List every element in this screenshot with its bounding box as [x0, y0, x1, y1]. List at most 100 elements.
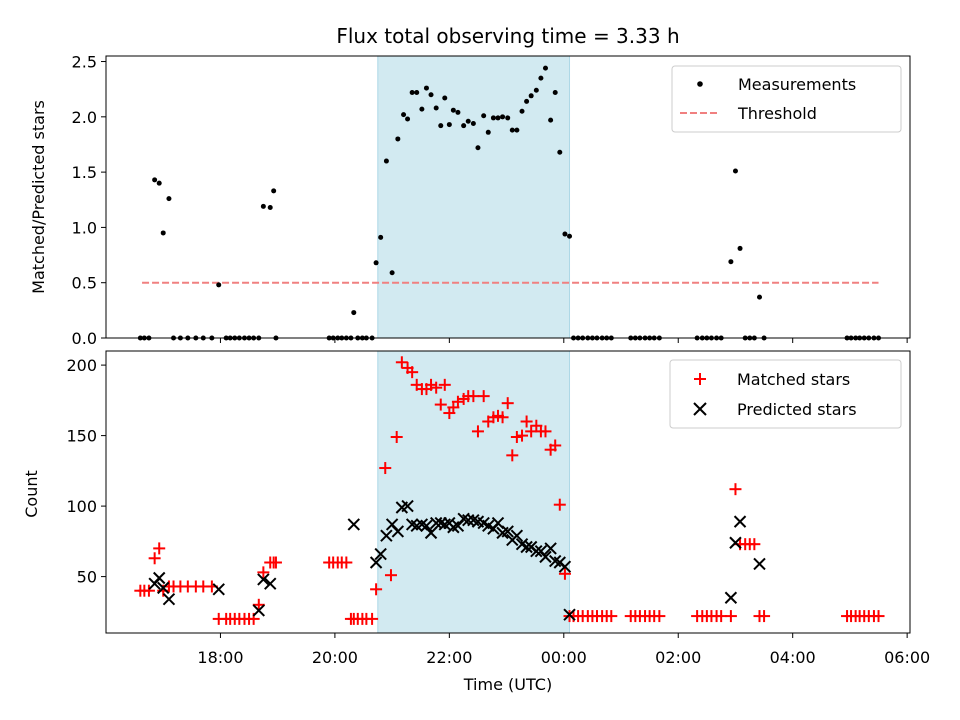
- measurement-point: [509, 127, 515, 133]
- matched-star-point: [434, 398, 447, 411]
- matched-star-point: [467, 390, 480, 403]
- measurement-point: [737, 245, 743, 251]
- top-panel: Flux total observing time = 3.33 h 0.00.…: [29, 24, 911, 348]
- y-tick-label: 0.0: [72, 329, 97, 348]
- measurement-point: [401, 112, 407, 118]
- y-tick-label: 150: [66, 427, 97, 446]
- matched-star-point: [425, 378, 438, 391]
- legend-measurements-marker: [697, 81, 703, 87]
- legend-matched-label: Matched stars: [737, 370, 850, 389]
- matched-star-point: [153, 542, 166, 555]
- measurement-point: [528, 93, 534, 99]
- measurement-point: [538, 75, 544, 81]
- measurement-point: [562, 231, 568, 237]
- predicted-star-point: [558, 560, 572, 573]
- measurement-point: [524, 98, 530, 104]
- matched-star-point: [451, 395, 464, 408]
- matched-star-point: [506, 449, 519, 462]
- measurement-point: [166, 196, 172, 202]
- measurement-point: [533, 87, 539, 93]
- y-tick-label: 0.5: [72, 274, 97, 293]
- measurement-point: [446, 122, 452, 128]
- top-shaded-span: [377, 55, 571, 339]
- matched-star-point: [549, 439, 562, 452]
- bottom-legend-box: [669, 359, 902, 429]
- x-tick-label: 22:00: [426, 648, 472, 667]
- matched-star-point: [748, 538, 761, 551]
- measurement-point: [267, 205, 273, 211]
- measurement-point: [757, 294, 763, 300]
- measurement-point: [450, 107, 456, 113]
- y-tick-label: 2.0: [72, 108, 97, 127]
- measurement-point: [156, 180, 162, 186]
- top-y-axis-label: Matched/Predicted stars: [29, 100, 48, 294]
- matched-star-point: [558, 567, 571, 580]
- matched-star-point: [501, 397, 514, 410]
- top-legend-box: [671, 65, 902, 133]
- measurement-point: [728, 259, 734, 265]
- predicted-star-point: [401, 499, 414, 513]
- x-tick-label: 06:00: [884, 648, 930, 667]
- predicted-star-point: [724, 591, 738, 604]
- matched-star-point: [438, 378, 451, 391]
- legend-threshold-label: Threshold: [737, 104, 817, 123]
- matched-star-point: [257, 566, 270, 579]
- predicted-star-point: [212, 583, 225, 596]
- x-tick-label: 18:00: [197, 648, 243, 667]
- predicted-star-point: [753, 557, 766, 571]
- measurement-point: [481, 113, 487, 119]
- predicted-star-point: [162, 592, 176, 606]
- matched-star-point: [520, 415, 533, 428]
- predicted-star-point: [539, 550, 552, 564]
- predicted-star-point: [264, 577, 277, 590]
- measurement-point: [465, 118, 471, 124]
- x-tick-label: 00:00: [541, 648, 587, 667]
- matched-star-point: [758, 610, 771, 623]
- measurement-point: [490, 115, 496, 121]
- predicted-star-point: [369, 556, 383, 569]
- legend-matched-marker: [694, 373, 706, 385]
- top-x-ticks: [219, 338, 908, 343]
- measurement-point: [455, 109, 461, 115]
- predicted-star-point: [420, 519, 433, 533]
- y-tick-label: 100: [66, 497, 97, 516]
- predicted-star-point: [391, 525, 405, 538]
- bottom-axes-frame: [105, 350, 911, 634]
- matched-star-point: [142, 584, 155, 597]
- y-tick-label: 1.5: [72, 163, 97, 182]
- predicted-star-point: [733, 515, 747, 528]
- bottom-legend: Matched stars Predicted stars: [669, 359, 902, 429]
- measurement-point: [548, 117, 554, 123]
- measurement-point: [552, 89, 558, 95]
- measurement-point: [485, 129, 491, 135]
- matched-star-point: [430, 381, 443, 394]
- predicted-star-point: [501, 525, 514, 538]
- predicted-star-point: [520, 540, 533, 554]
- matched-star-point: [516, 429, 529, 442]
- measurement-point: [732, 168, 738, 174]
- y-tick-label: 1.0: [72, 218, 97, 237]
- matched-star-point: [366, 612, 379, 625]
- bottom-x-ticks: 18:00 20:00 22:00 00:00 02:00 04:00 06:00: [197, 633, 930, 667]
- matched-star-point: [729, 483, 742, 496]
- measurement-point: [152, 177, 158, 183]
- matched-star-point: [539, 425, 552, 438]
- measurement-point: [419, 106, 425, 112]
- measurement-point: [470, 120, 476, 126]
- predicted-star-point: [424, 526, 438, 540]
- matched-star-point: [510, 431, 523, 444]
- predicted-star-point: [347, 518, 360, 531]
- matched-star-point: [379, 462, 392, 475]
- matched-star-point: [384, 569, 397, 582]
- predicted-star-point: [544, 542, 557, 555]
- x-tick-label: 02:00: [655, 648, 701, 667]
- matched-star-point: [340, 556, 353, 569]
- predicted-star-point: [252, 604, 265, 617]
- measurement-point: [271, 188, 277, 194]
- legend-measurements-label: Measurements: [738, 75, 856, 94]
- measurement-point: [567, 233, 573, 239]
- matched-star-point: [496, 411, 509, 424]
- predicted-star-point: [462, 513, 475, 527]
